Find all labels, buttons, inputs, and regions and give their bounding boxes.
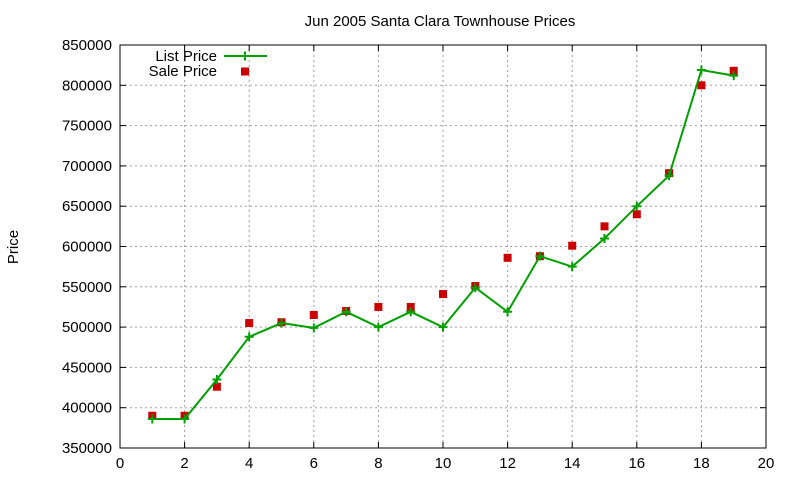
- list-price-point: [438, 322, 448, 332]
- x-tick-label: 14: [564, 455, 581, 472]
- list-price-point: [503, 307, 513, 317]
- y-tick-label: 800000: [62, 77, 112, 94]
- x-tick-label: 4: [245, 455, 253, 472]
- y-tick-label: 650000: [62, 198, 112, 215]
- x-tick-label: 10: [435, 455, 452, 472]
- chart-title: Jun 2005 Santa Clara Townhouse Prices: [305, 13, 576, 30]
- y-tick-label: 350000: [62, 440, 112, 457]
- y-axis-label: Price: [5, 230, 22, 264]
- y-tick-label: 700000: [62, 158, 112, 175]
- sale-price-point: [568, 241, 577, 250]
- x-tick-label: 16: [628, 455, 645, 472]
- list-price-point: [470, 283, 480, 293]
- x-tick-label: 12: [499, 455, 516, 472]
- series-layer: [147, 65, 739, 424]
- list-price-point: [147, 414, 157, 424]
- sale-price-point: [729, 66, 738, 75]
- list-price-point: [729, 71, 739, 81]
- list-price-point: [535, 251, 545, 261]
- list-price-point: [664, 171, 674, 181]
- legend-label-list-price: List Price: [155, 48, 217, 65]
- sale-price-point: [632, 210, 641, 219]
- y-tick-label: 750000: [62, 118, 112, 135]
- list-price-point: [373, 322, 383, 332]
- list-price-point: [277, 318, 286, 328]
- x-tick-label: 20: [758, 455, 775, 472]
- sale-price-point: [245, 319, 254, 328]
- x-tick-label: 8: [374, 455, 382, 472]
- tick-layer: 0 2 4 6 8 10 12 14 16 18 20 350000 400000 450000 50000…: [62, 37, 774, 472]
- x-tick-label: 18: [693, 455, 710, 472]
- x-tick-label: 0: [116, 455, 124, 472]
- sale-price-point: [439, 290, 447, 299]
- legend: List Price Sale Price: [149, 48, 267, 80]
- y-tick-label: 550000: [62, 279, 112, 296]
- y-tick-label: 600000: [62, 239, 112, 256]
- y-tick-label: 400000: [62, 400, 112, 417]
- x-tick-label: 2: [180, 455, 188, 472]
- sale-price-point: [406, 302, 415, 311]
- legend-marker-list-price: [240, 51, 250, 61]
- list-price-point: [632, 201, 642, 211]
- list-price-point: [309, 323, 319, 333]
- sale-price-point: [697, 81, 706, 90]
- sale-price-point: [309, 311, 318, 320]
- list-price-point: [244, 332, 254, 342]
- legend-marker-sale-price: [241, 67, 249, 76]
- list-price-point: [567, 262, 577, 272]
- y-tick-label: 450000: [62, 359, 112, 376]
- list-price-point: [180, 414, 190, 424]
- y-tick-label: 850000: [62, 37, 112, 54]
- list-price-point: [212, 374, 222, 384]
- y-tick-label: 500000: [62, 319, 112, 336]
- legend-label-sale-price: Sale Price: [149, 63, 217, 80]
- list-price-point: [696, 65, 706, 75]
- sale-price-point: [374, 302, 383, 311]
- sale-price-point: [212, 382, 221, 391]
- list-price-point: [341, 307, 351, 317]
- list-price-point: [600, 233, 609, 243]
- x-tick-label: 6: [310, 455, 318, 472]
- list-price-point: [406, 307, 416, 317]
- sale-price-point: [600, 222, 609, 231]
- sale-price-point: [503, 253, 512, 262]
